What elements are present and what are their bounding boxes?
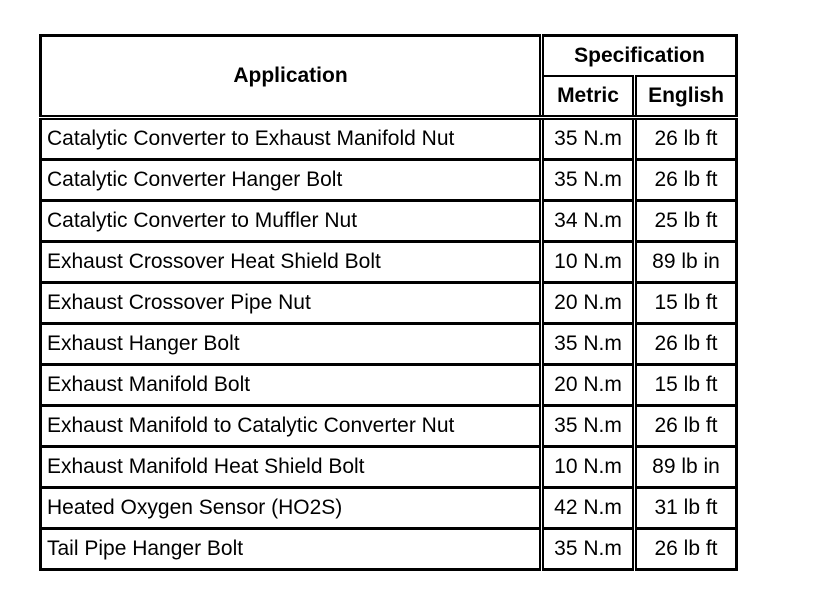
metric-cell: 20 N.m <box>539 363 635 406</box>
metric-header: Metric <box>539 76 635 120</box>
metric-cell: 35 N.m <box>539 322 635 365</box>
table-row: Exhaust Manifold Heat Shield Bolt 10 N.m 8… <box>40 445 737 488</box>
table-row: Exhaust Manifold Bolt 20 N.m 15 lb ft <box>40 363 737 406</box>
metric-cell: 35 N.m <box>539 404 635 447</box>
application-cell: Exhaust Manifold Heat Shield Bolt <box>40 445 542 488</box>
application-cell: Tail Pipe Hanger Bolt <box>40 527 542 570</box>
metric-cell: 42 N.m <box>539 486 635 529</box>
table-row: Catalytic Converter to Muffler Nut 34 N.m… <box>40 199 737 242</box>
english-cell: 31 lb ft <box>632 486 737 529</box>
table-row: Catalytic Converter to Exhaust Manifold … <box>40 116 737 160</box>
english-cell: 26 lb ft <box>632 404 737 447</box>
application-cell: Exhaust Manifold to Catalytic Converter … <box>40 404 542 447</box>
english-cell: 25 lb ft <box>632 199 737 242</box>
header-row: Application Specification <box>40 35 737 120</box>
application-cell: Exhaust Hanger Bolt <box>40 322 542 365</box>
table-row: Catalytic Converter Hanger Bolt 35 N.m 26 … <box>40 158 737 201</box>
metric-cell: 35 N.m <box>539 527 635 570</box>
metric-cell: 10 N.m <box>539 240 635 283</box>
table-row: Exhaust Crossover Pipe Nut 20 N.m 15 lb ft <box>40 281 737 324</box>
table-row: Exhaust Hanger Bolt 35 N.m 26 lb ft <box>40 322 737 365</box>
application-cell: Exhaust Crossover Heat Shield Bolt <box>40 240 542 283</box>
table-row: Exhaust Crossover Heat Shield Bolt 10 N.m… <box>40 240 737 283</box>
application-cell: Exhaust Manifold Bolt <box>40 363 542 406</box>
english-cell: 26 lb ft <box>632 116 737 160</box>
english-cell: 26 lb ft <box>632 527 737 570</box>
metric-cell: 10 N.m <box>539 445 635 488</box>
subheader-row: Metric English <box>41 76 737 120</box>
specification-header: Specification <box>539 35 737 77</box>
application-cell: Catalytic Converter Hanger Bolt <box>40 158 542 201</box>
english-cell: 26 lb ft <box>632 158 737 201</box>
application-cell: Heated Oxygen Sensor (HO2S) <box>40 486 542 529</box>
torque-specification-table: Application Specification Metric English… <box>39 34 738 571</box>
english-cell: 15 lb ft <box>632 281 737 324</box>
application-cell: Exhaust Crossover Pipe Nut <box>40 281 542 324</box>
english-cell: 15 lb ft <box>632 363 737 406</box>
metric-cell: 20 N.m <box>539 281 635 324</box>
english-cell: 26 lb ft <box>632 322 737 365</box>
application-header: Application <box>40 35 542 120</box>
table-row: Heated Oxygen Sensor (HO2S) 42 N.m 31 lb f… <box>40 486 737 529</box>
english-cell: 89 lb in <box>632 445 737 488</box>
metric-cell: 35 N.m <box>539 158 635 201</box>
application-cell: Catalytic Converter to Muffler Nut <box>40 199 542 242</box>
table-row: Tail Pipe Hanger Bolt 35 N.m 26 lb ft <box>40 527 737 570</box>
application-cell: Catalytic Converter to Exhaust Manifold … <box>40 116 542 160</box>
metric-cell: 34 N.m <box>539 199 635 242</box>
table-row: Exhaust Manifold to Catalytic Converter … <box>40 404 737 447</box>
metric-cell: 35 N.m <box>539 116 635 160</box>
english-cell: 89 lb in <box>632 240 737 283</box>
english-header: English <box>632 76 737 120</box>
